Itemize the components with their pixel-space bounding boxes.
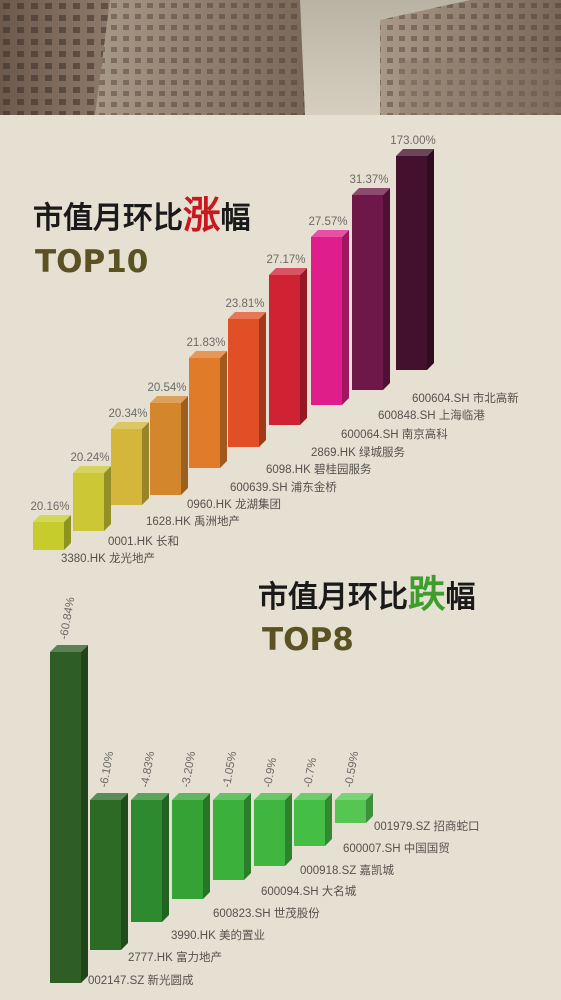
category-label: 600848.SH 上海临港 xyxy=(378,408,485,422)
fall-chart: 市值月环比跌幅 TOP8 -60.84% -6.10% -4.83% -3.20% -1.0… xyxy=(50,572,479,987)
category-label: 001979.SZ 招商蛇口 xyxy=(374,819,479,833)
value-label: -3.20% xyxy=(180,751,198,789)
category-label: 2777.HK 富力地产 xyxy=(128,950,222,964)
category-label: 3380.HK 龙光地产 xyxy=(61,551,155,565)
bar xyxy=(269,268,307,425)
chart-subtitle: TOP10 xyxy=(35,244,148,280)
category-label: 1628.HK 禹洲地产 xyxy=(146,514,240,528)
skyscraper-banner-photo xyxy=(0,0,561,115)
bar xyxy=(172,793,210,899)
bar xyxy=(311,230,349,405)
value-label: -0.7% xyxy=(302,757,319,789)
category-label: 0001.HK 长和 xyxy=(108,535,179,548)
category-label: 600823.SH 世茂股份 xyxy=(213,906,320,920)
value-label: 20.16% xyxy=(30,501,69,513)
value-label: -60.84% xyxy=(58,596,77,640)
category-label: 600064.SH 南京高科 xyxy=(341,427,448,441)
category-label: 000918.SZ 嘉凯城 xyxy=(300,864,394,877)
title-prefix: 市值月环比 xyxy=(33,201,183,236)
bar xyxy=(294,793,332,846)
chart-subtitle: TOP8 xyxy=(262,622,354,658)
bar xyxy=(33,515,71,550)
category-label: 0960.HK 龙湖集团 xyxy=(187,497,281,511)
bar xyxy=(111,422,149,505)
title-suffix: 幅 xyxy=(221,201,251,236)
bar xyxy=(335,793,373,823)
chart-title: 市值月环比跌幅 xyxy=(258,572,476,616)
title-suffix: 幅 xyxy=(446,580,476,615)
value-label: 23.81% xyxy=(225,298,264,310)
category-label: 002147.SZ 新光圆成 xyxy=(88,973,194,987)
category-label: 600639.SH 浦东金桥 xyxy=(230,480,337,494)
bar xyxy=(254,793,292,866)
value-label: 20.34% xyxy=(108,408,147,420)
bar xyxy=(131,793,169,922)
category-label: 600007.SH 中国国贸 xyxy=(343,842,450,855)
bar xyxy=(50,645,88,983)
value-label: -4.83% xyxy=(139,751,157,789)
bar xyxy=(189,351,227,468)
bar xyxy=(396,149,434,370)
value-label: -0.9% xyxy=(262,757,279,789)
value-label: 20.24% xyxy=(70,452,109,464)
value-label: 20.54% xyxy=(147,382,186,394)
category-label: 600604.SH 市北高新 xyxy=(412,391,519,405)
category-label: 6098.HK 碧桂园服务 xyxy=(266,462,372,476)
bar xyxy=(90,793,128,950)
value-label: 21.83% xyxy=(186,337,225,349)
bar xyxy=(73,466,111,531)
category-label: 2869.HK 绿城服务 xyxy=(311,445,405,459)
chart-title: 市值月环比涨幅 xyxy=(33,193,251,237)
category-label: 600094.SH 大名城 xyxy=(261,884,357,898)
value-label: -6.10% xyxy=(98,751,116,789)
value-label: 27.57% xyxy=(308,216,347,228)
title-accent: 涨 xyxy=(183,193,221,237)
value-label: -1.05% xyxy=(221,751,239,789)
value-label: 27.17% xyxy=(266,254,305,266)
bar xyxy=(352,188,390,390)
title-prefix: 市值月环比 xyxy=(258,580,408,615)
value-label: 31.37% xyxy=(349,174,388,186)
bar xyxy=(213,793,251,880)
bar xyxy=(228,312,266,447)
bar xyxy=(150,396,188,495)
title-accent: 跌 xyxy=(408,572,446,616)
value-label: -0.59% xyxy=(343,751,361,789)
rise-chart: 市值月环比涨幅 TOP10 20.16% 20.24% 20.34% 20.54% 21.8… xyxy=(30,135,519,565)
category-label: 3990.HK 美的置业 xyxy=(171,928,265,942)
value-label: 173.00% xyxy=(390,135,435,147)
